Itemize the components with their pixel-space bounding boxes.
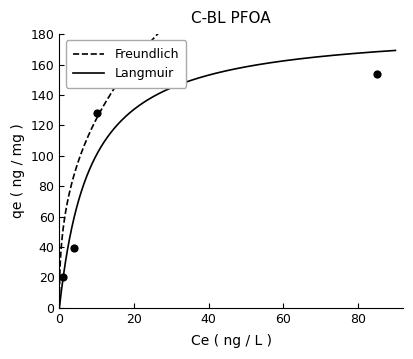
Point <box>71 246 78 251</box>
Langmuir <box>57 306 62 310</box>
X-axis label: Ce ( ng / L ): Ce ( ng / L ) <box>190 334 271 348</box>
Langmuir <box>192 77 197 81</box>
Langmuir <box>204 73 209 78</box>
Freundlich <box>57 300 62 304</box>
Langmuir <box>91 158 96 162</box>
Line: Langmuir: Langmuir <box>59 51 394 308</box>
Freundlich <box>91 122 96 126</box>
Y-axis label: qe ( ng / mg ): qe ( ng / mg ) <box>11 123 25 218</box>
Point <box>60 274 66 280</box>
Langmuir <box>324 54 329 58</box>
Point <box>93 110 100 116</box>
Line: Freundlich: Freundlich <box>59 0 394 302</box>
Point <box>373 71 379 76</box>
Langmuir <box>392 48 397 53</box>
Legend: Freundlich, Langmuir: Freundlich, Langmuir <box>66 41 186 88</box>
Langmuir <box>287 58 292 62</box>
Title: C-BL PFOA: C-BL PFOA <box>191 11 270 26</box>
Langmuir <box>318 54 323 59</box>
